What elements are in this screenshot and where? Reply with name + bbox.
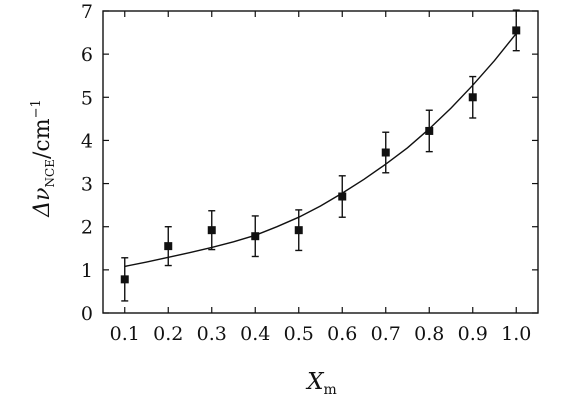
fit-curve <box>124 32 517 268</box>
x-axis-title: Xm <box>305 369 337 398</box>
fit-curve-group <box>124 32 517 268</box>
data-point <box>381 148 390 157</box>
y-tick-label: 0 <box>81 303 93 325</box>
ticks: 0.1 0.2 0.3 0.4 0.5 0.6 0.7 0.8 0.9 1.0 0 1 2 3 4 5 6 7 <box>81 1 538 345</box>
y-axis-title-sub: NCE <box>43 159 57 187</box>
x-tick-label: 0.3 <box>197 323 227 345</box>
data-points <box>120 9 521 302</box>
y-tick-label: 1 <box>81 260 93 282</box>
x-tick-label: 0.1 <box>110 323 140 345</box>
y-tick-label: 6 <box>81 44 93 66</box>
data-point <box>207 226 216 235</box>
data-point <box>512 26 521 35</box>
x-tick-label: 0.8 <box>414 323 444 345</box>
data-point <box>294 226 303 235</box>
axes <box>102 10 539 314</box>
y-tick-label: 3 <box>81 174 93 196</box>
data-point <box>425 126 434 135</box>
x-tick-label: 0.5 <box>284 323 314 345</box>
data-point <box>468 93 477 102</box>
x-tick-label: 1.0 <box>501 323 531 345</box>
x-tick-label: 0.2 <box>153 323 183 345</box>
x-axis-title-sub: m <box>324 382 337 398</box>
y-axis-title-main: Δν <box>30 187 55 217</box>
x-tick-label: 0.6 <box>327 323 357 345</box>
data-point <box>338 192 347 201</box>
y-tick-label: 2 <box>81 217 93 239</box>
y-axis-title: ΔνNCE/cm−1 <box>29 99 57 218</box>
y-axis-title-sup: −1 <box>29 99 44 118</box>
y-tick-label: 7 <box>81 1 93 23</box>
data-point <box>120 275 129 284</box>
data-point <box>251 232 260 241</box>
data-point <box>164 242 173 251</box>
x-tick-label: 0.9 <box>458 323 488 345</box>
x-tick-label: 0.7 <box>371 323 401 345</box>
x-axis-title-main: X <box>305 369 325 395</box>
y-axis-title-unit: /cm <box>30 118 55 159</box>
y-tick-label: 5 <box>81 87 93 109</box>
plot-frame <box>102 10 539 314</box>
x-tick-label: 0.4 <box>240 323 270 345</box>
y-tick-label: 4 <box>81 130 93 152</box>
